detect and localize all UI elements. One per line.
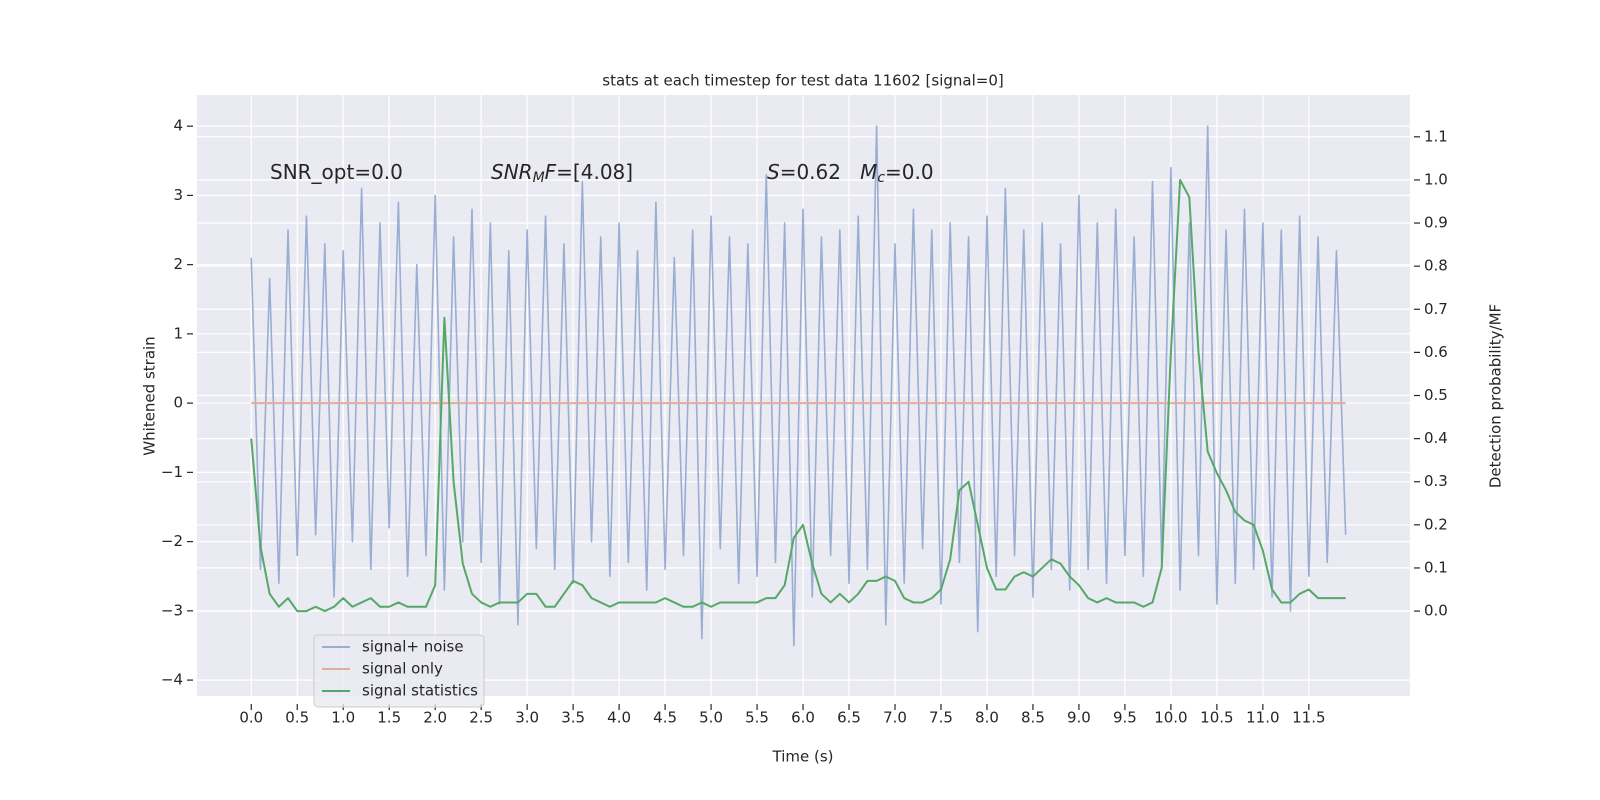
y-tick-label: 3	[173, 186, 183, 204]
series-line	[250, 178, 1346, 613]
annotation-part: =0.0	[885, 160, 934, 184]
y-tick-label: 0	[173, 394, 183, 412]
x-tick-label: 11.0	[1246, 709, 1279, 727]
annotation-part: F	[545, 160, 557, 184]
y-tick-label: 1	[173, 324, 183, 342]
legend-box	[313, 634, 485, 708]
x-tick-label: 8.5	[1021, 709, 1045, 727]
annotation-part: =[4.08]	[556, 160, 633, 184]
y2-tick-label: 0.3	[1424, 472, 1448, 490]
annotation: S=0.62 Mc=0.0	[767, 160, 934, 187]
x-tick-label: 5.0	[699, 709, 723, 727]
x-tick-label: 8.0	[975, 709, 999, 727]
annotation-part: M	[860, 160, 877, 184]
y2-tick-label: 0.1	[1424, 558, 1448, 576]
y-tick-label: 2	[173, 255, 183, 273]
y-tick-label: −4	[161, 671, 183, 689]
x-tick-label: 1.0	[331, 709, 355, 727]
annotation-part: S	[767, 160, 780, 184]
y2-tick-label: 0.2	[1424, 515, 1448, 533]
x-tick-label: 4.0	[607, 709, 631, 727]
x-tick-label: 7.5	[929, 709, 953, 727]
y2-tick-label: 1.1	[1424, 127, 1448, 145]
series-line	[250, 125, 1347, 647]
y-tick-label: −3	[161, 601, 183, 619]
x-tick-label: 6.5	[837, 709, 861, 727]
x-tick-label: 10.5	[1200, 709, 1233, 727]
x-tick-label: 5.5	[745, 709, 769, 727]
annotation: SNR_opt=0.0	[270, 160, 403, 184]
x-axis-label: Time (s)	[772, 748, 834, 766]
x-tick-label: 4.5	[653, 709, 677, 727]
x-tick-label: 3.0	[515, 709, 539, 727]
x-tick-label: 0.5	[285, 709, 309, 727]
x-tick-label: 9.0	[1067, 709, 1091, 727]
x-tick-label: 2.5	[469, 709, 493, 727]
chart-title: stats at each timestep for test data 116…	[602, 72, 1003, 90]
y2-tick-label: 0.9	[1424, 214, 1448, 232]
x-tick-label: 9.5	[1113, 709, 1137, 727]
legend: signal+ noise signal only signal statistic…	[313, 634, 485, 708]
y2-tick-label: 0.4	[1424, 429, 1448, 447]
x-tick-label: 2.0	[423, 709, 447, 727]
y-tick-label: −2	[161, 532, 183, 550]
legend-label: signal statistics	[362, 682, 478, 700]
y2-tick-label: 0.8	[1424, 257, 1448, 275]
y2-tick-label: 0.0	[1424, 602, 1448, 620]
y2-tick-label: 1.0	[1424, 170, 1448, 188]
x-tick-label: 7.0	[883, 709, 907, 727]
x-tick-label: 3.5	[561, 709, 585, 727]
legend-label: signal+ noise	[362, 638, 464, 656]
x-tick-label: 1.5	[377, 709, 401, 727]
y2-axis-label: Detection probability/MF	[1487, 304, 1505, 488]
annotation-part: c	[877, 170, 885, 186]
y2-tick-label: 0.6	[1424, 343, 1448, 361]
grid	[197, 95, 1410, 696]
x-tick-label: 6.0	[791, 709, 815, 727]
legend-label: signal only	[362, 660, 443, 678]
annotation: SNRMF=[4.08]	[491, 160, 633, 187]
annotation-part: SNR_opt=0.0	[270, 160, 403, 184]
y2-tick-label: 0.5	[1424, 386, 1448, 404]
y-tick-label: −1	[161, 463, 183, 481]
x-tick-label: 0.0	[239, 709, 263, 727]
y-tick-label: 4	[173, 117, 183, 135]
y2-tick-label: 0.7	[1424, 300, 1448, 318]
axes: 0.0 0.5 1.0 1.5 2.0 2.5 3.0 3.5 4.0 4.5 5.0 5.5 6.0 6…	[161, 117, 1448, 727]
x-tick-label: 11.5	[1292, 709, 1325, 727]
y-axis-label: Whitened strain	[141, 336, 159, 455]
annotation-part: =0.62	[780, 160, 860, 184]
annotation-part: M	[533, 170, 545, 186]
annotation-part: SNR	[491, 160, 533, 184]
x-tick-label: 10.0	[1154, 709, 1187, 727]
